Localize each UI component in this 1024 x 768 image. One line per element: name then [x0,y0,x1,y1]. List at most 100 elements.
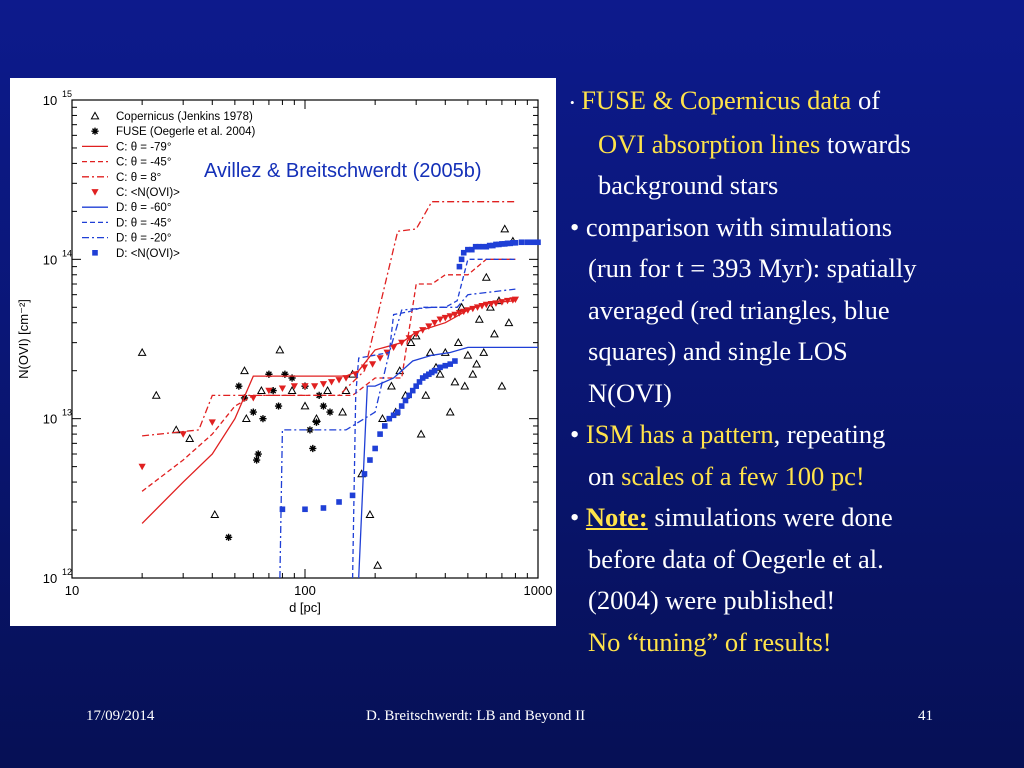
copernicus-point [411,331,421,340]
red-avg-point [311,383,319,390]
blue-avg-point [92,250,98,256]
y-tick-label: 10 [43,571,57,586]
copernicus-point [421,390,431,399]
fuse-point [253,456,261,464]
red-avg-point [319,381,328,388]
copernicus-point [287,385,297,394]
legend-entry: D: <N(OVI)> [116,248,180,260]
red-avg-point [389,344,398,352]
red-avg-point [464,307,472,314]
copernicus-point [151,390,161,399]
series-3 [141,258,516,492]
red-avg-point [278,385,287,392]
legend-entry: Copernicus (Jenkins 1978) [116,111,253,123]
blue-avg-point [419,375,426,381]
fuse-point [265,370,273,378]
blue-avg-point [437,364,443,371]
y-axis-label: N(OVI) [cm⁻²] [16,299,31,379]
blue-avg-point [496,241,502,248]
blue-avg-point [386,415,393,422]
blue-avg-point [490,242,496,249]
copernicus-point [387,381,396,390]
red-avg-point [469,305,477,313]
fuse-point [312,418,321,426]
blue-avg-point [428,369,435,376]
y-tick-exponent: 12 [62,567,72,577]
fuse-point [281,370,289,378]
y-tick-exponent: 14 [62,248,72,258]
bullet-dot: • [570,502,586,533]
blue-avg-point [361,471,368,477]
series-8 [279,288,516,579]
copernicus-point [323,385,333,394]
blue-avg-point [320,505,327,511]
footer-page-number: 41 [918,708,933,724]
footer-title: D. Breitschwerdt: LB and Beyond II [366,708,586,724]
red-avg-point [301,383,309,390]
bullet-1-line-1: • FUSE & Copernicus data of [570,80,1018,124]
bullet-list: • FUSE & Copernicus data of OVI absorpti… [570,80,1018,663]
blue-avg-point [416,379,423,385]
copernicus-point [90,111,100,120]
red-avg-point [352,371,360,378]
y-tick-exponent: 15 [62,89,72,99]
legend-entry: C: θ = 8° [116,172,161,184]
red-avg-point [455,310,464,317]
bullet-text: of [851,85,881,115]
bullet-3-line-2: on scales of a few 100 pc! [570,456,1018,498]
fuse-point [249,408,257,416]
red-avg-point [335,377,343,384]
highlight-text: scales of a few 100 pc! [621,460,865,491]
highlight-text: ISM has a pattern [585,419,774,450]
bullet-4-line-1: • Note: simulations were done [570,497,1018,539]
copernicus-point [497,381,507,390]
red-avg-point [412,331,420,338]
copernicus-point [378,414,387,423]
series-5 [138,296,520,471]
red-avg-point [492,300,500,307]
bullet-dot: • [570,95,575,111]
bullet-2-line-2: (run for t = 393 Myr): spatially [588,253,917,284]
red-avg-point [208,419,216,426]
blue-avg-point [530,239,536,246]
chart-svg: 10 12 10 13 10 14 10 15 10 100 1000 d [pc] N(OVI) [c… [16,89,553,615]
bullet-2-line-5: N(OVI) [588,377,672,408]
blue-avg-point [336,499,342,505]
bullet-4-line-2: before data of Oegerle et al. [588,543,884,574]
copernicus-point [256,385,266,394]
blue-avg-point [423,373,429,379]
copernicus-point [275,345,285,354]
blue-avg-point [349,492,356,499]
blue-avg-point [493,241,499,248]
red-avg-point [249,395,257,402]
fuse-point [288,374,296,382]
copernicus-point [445,407,455,416]
copernicus-point [440,347,450,356]
chart-citation: Avillez & Breitschwerdt (2005b) [204,160,482,182]
blue-avg-point [460,249,467,256]
blue-avg-point [390,412,397,419]
series-line [358,346,538,579]
series-0 [137,224,518,569]
red-avg-point [473,304,482,311]
blue-avg-point [456,263,463,270]
blue-avg-point [524,239,531,246]
blue-avg-point [458,256,465,263]
series-6 [358,346,538,579]
bullet-text: , repeating [773,419,886,450]
legend-entry: C: θ = -79° [116,141,171,153]
series-7 [351,258,516,579]
red-avg-point [487,301,495,308]
red-avg-point [431,319,439,327]
red-avg-point [342,375,350,382]
blue-avg-point [480,243,486,250]
copernicus-point [453,338,463,347]
bullet-2-line-1: • comparison with simulations [570,211,893,242]
fuse-point [91,127,99,135]
x-tick-label: 1000 [524,583,553,598]
copernicus-point [504,318,514,327]
legend-entry: D: θ = -60° [116,202,171,214]
red-avg-point [425,323,433,330]
copernicus-point [365,509,375,518]
red-avg-point [503,297,512,305]
